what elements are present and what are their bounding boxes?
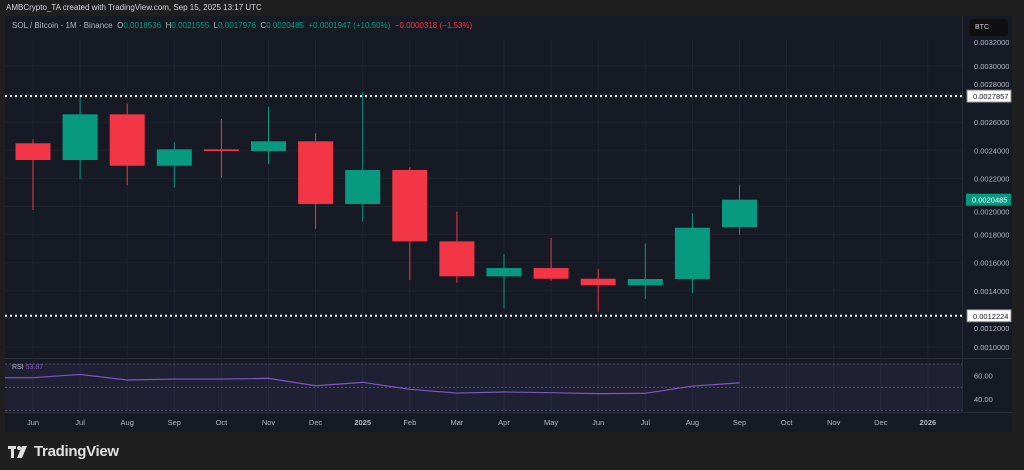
- price-tick-label: 0.0016000: [974, 259, 1009, 268]
- symbol-legend: SOL / Bitcoin · 1M · Binance O0.0018536 …: [12, 21, 472, 30]
- close-value: 0.0020485: [266, 21, 305, 30]
- time-tick-label: Aug: [686, 418, 699, 427]
- open-value: 0.0018536: [123, 21, 162, 30]
- price-tick-label: 0.0020000: [974, 208, 1009, 217]
- candle: [251, 106, 286, 164]
- last-price-box: [966, 193, 1011, 206]
- rsi-value: 53.87: [25, 364, 44, 371]
- low-value: 0.0017976: [218, 21, 256, 30]
- price-tick-label: 0.0010000: [974, 343, 1009, 352]
- candle: [392, 167, 428, 280]
- candle-body: [722, 199, 757, 228]
- time-tick-label: Feb: [403, 418, 416, 427]
- time-tick-label: Apr: [498, 418, 510, 427]
- candle: [533, 237, 569, 281]
- price-tick-label: 0.0022000: [974, 174, 1009, 183]
- time-tick-label: Sep: [168, 418, 181, 427]
- change-value-secondary: −0.0000318 (−1.53%): [394, 21, 473, 30]
- symbol-name[interactable]: SOL / Bitcoin · 1M · Binance: [12, 21, 113, 30]
- chart-credit: AMBCrypto_TA created with TradingView.co…: [6, 3, 262, 12]
- candle-body: [109, 114, 145, 166]
- time-tick-label: Nov: [262, 418, 276, 427]
- level-label-box: [966, 309, 1012, 323]
- candle-body: [203, 149, 239, 152]
- change-value: +0.0001947 (+10.50%): [308, 21, 391, 30]
- candle-body: [533, 268, 569, 279]
- candle-body: [439, 241, 475, 277]
- rsi-tick-label: 40.00: [974, 395, 993, 404]
- time-tick-label: Jul: [641, 418, 651, 427]
- high-value: 0.0021555: [171, 21, 210, 30]
- candle: [674, 213, 710, 294]
- time-tick-label: 2025: [354, 418, 371, 427]
- candle: [627, 243, 663, 299]
- close-label: C: [260, 21, 267, 30]
- time-tick-label: Jun: [27, 418, 39, 427]
- high-label: H: [165, 21, 172, 30]
- candle-body: [580, 278, 616, 286]
- price-tick-label: 0.0024000: [974, 146, 1009, 155]
- candle-body: [627, 278, 663, 286]
- chart-frame[interactable]: [5, 16, 1012, 432]
- candle: [580, 269, 616, 312]
- time-tick-label: 2026: [920, 418, 937, 427]
- currency-button[interactable]: BTC: [970, 19, 1008, 36]
- candle: [203, 118, 239, 178]
- price-tick-label: 0.0014000: [974, 287, 1009, 296]
- rsi-label: RSI: [12, 364, 24, 371]
- candle: [156, 142, 192, 188]
- time-tick-label: Oct: [216, 418, 229, 427]
- rsi-legend: RSI 53.87: [12, 364, 43, 371]
- price-tick-label: 0.0032000: [974, 38, 1009, 47]
- time-tick-label: Oct: [781, 418, 794, 427]
- time-axis-divider: [5, 412, 1012, 413]
- level-label-box: [966, 89, 1012, 103]
- last-price-label: 0.0020485: [972, 196, 1007, 205]
- candle-body: [674, 227, 710, 279]
- candle-body: [345, 169, 381, 204]
- candle-body: [156, 149, 192, 166]
- time-tick-label: Nov: [827, 418, 841, 427]
- price-tick-label: 0.0028000: [974, 80, 1009, 89]
- candle: [439, 211, 475, 283]
- candle-body: [62, 114, 98, 160]
- candle: [298, 133, 334, 229]
- tradingview-logo-icon: [8, 445, 27, 458]
- price-tick-label: 0.0026000: [974, 118, 1009, 127]
- time-tick-label: Jun: [592, 418, 604, 427]
- level-label: 0.0012224: [973, 312, 1008, 321]
- time-tick-label: Sep: [733, 418, 746, 427]
- open-label: O: [117, 21, 124, 30]
- low-label: L: [213, 21, 219, 30]
- time-tick-label: Mar: [450, 418, 463, 427]
- tradingview-logo: TradingView: [8, 443, 119, 460]
- candle: [486, 253, 522, 309]
- candle-body: [15, 143, 51, 160]
- candle-body: [486, 268, 522, 277]
- candle: [15, 139, 51, 211]
- candle: [345, 91, 381, 222]
- price-tick-label: 0.0018000: [974, 231, 1009, 240]
- time-tick-label: Dec: [309, 418, 323, 427]
- candle: [109, 103, 145, 186]
- time-tick-label: May: [544, 418, 558, 427]
- time-tick-label: Aug: [121, 418, 134, 427]
- candle-body: [251, 141, 286, 152]
- price-tick-label: 0.0030000: [974, 62, 1009, 71]
- candle-body: [298, 141, 334, 204]
- candle-body: [392, 169, 428, 242]
- price-tick-label: 0.0012000: [974, 324, 1009, 333]
- rsi-tick-label: 60.00: [974, 372, 993, 381]
- time-tick-label: Dec: [874, 418, 888, 427]
- candle: [722, 184, 757, 235]
- price-axis-divider: [962, 16, 963, 412]
- level-label: 0.0027857: [973, 92, 1008, 101]
- time-tick-label: Jul: [75, 418, 85, 427]
- candle: [62, 94, 98, 180]
- pane-divider: [5, 358, 1012, 359]
- tradingview-wordmark: TradingView: [34, 443, 119, 460]
